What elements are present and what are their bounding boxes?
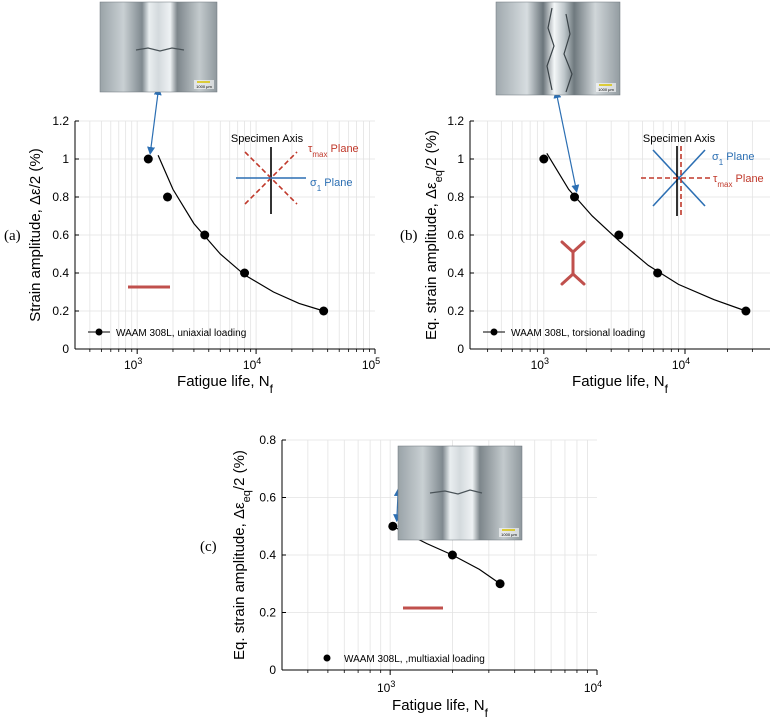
legend-label: WAAM 308L, uniaxial loading bbox=[116, 328, 246, 339]
x-tick-label: 104 bbox=[584, 679, 602, 695]
y-tick-label: 0 bbox=[62, 342, 69, 356]
y-tick-label: 0.4 bbox=[52, 266, 69, 280]
data-point bbox=[240, 268, 250, 278]
specimen-axis-inset: Specimen Axis σ1 Plane τmax Plane bbox=[641, 133, 764, 216]
y-tick-label: 0.8 bbox=[447, 190, 464, 204]
legend: WAAM 308L, ,multiaxial loading bbox=[323, 654, 485, 665]
panel-label: (a) bbox=[4, 228, 21, 244]
tau-plane-label: τmax Plane bbox=[308, 143, 359, 159]
legend: WAAM 308L, uniaxial loading bbox=[88, 328, 246, 339]
data-point bbox=[143, 154, 153, 164]
chart-panel-a: 0 0.2 0.4 0.6 0.8 1 1.2 103 104 105 Fatigue life, … bbox=[4, 87, 380, 396]
y-tick-label: 0.2 bbox=[52, 304, 69, 318]
y-axis-label: Eq. strain amplitude, Δεeq/2 (%) bbox=[231, 450, 253, 660]
sigma-plane-line bbox=[652, 149, 706, 207]
tau-plane-label: τmax Plane bbox=[713, 173, 764, 189]
y-tick-label: 0 bbox=[269, 663, 276, 677]
data-point bbox=[388, 521, 398, 531]
y-tick-label: 0.2 bbox=[259, 606, 276, 620]
chart-panel-c: 0 0.2 0.4 0.6 0.8 103 104 Fatigue life, Nf Eq. s… bbox=[200, 433, 602, 719]
scale-bar-label: 1000 μm bbox=[196, 84, 212, 89]
scale-bar-label: 1000 μm bbox=[598, 87, 614, 92]
y-tick-label: 1 bbox=[62, 152, 69, 166]
x-axis-label: Fatigue life, Nf bbox=[572, 373, 669, 396]
y-tick-label: 0.6 bbox=[52, 228, 69, 242]
micrograph-a bbox=[99, 1, 218, 93]
y-axis-label: Eq. strain amplitude, Δεeq/2 (%) bbox=[423, 130, 445, 340]
x-tick-label: 103 bbox=[377, 679, 395, 695]
data-point bbox=[653, 268, 663, 278]
x-axis-label: Fatigue life, Nf bbox=[392, 697, 489, 719]
y-tick-label: 0.6 bbox=[447, 228, 464, 242]
y-tick-label: 0.4 bbox=[259, 548, 276, 562]
crack-direction-mark bbox=[560, 240, 586, 286]
micrograph-c bbox=[397, 445, 523, 541]
legend: WAAM 308L, torsional loading bbox=[483, 328, 645, 339]
y-tick-label: 0.6 bbox=[259, 491, 276, 505]
x-tick-label: 103 bbox=[124, 356, 142, 372]
legend-label: WAAM 308L, torsional loading bbox=[511, 328, 645, 339]
x-tick-label: 104 bbox=[243, 356, 261, 372]
data-point bbox=[614, 230, 624, 240]
y-tick-label: 1.2 bbox=[52, 114, 69, 128]
y-tick-label: 0.8 bbox=[52, 190, 69, 204]
legend-marker bbox=[95, 328, 103, 336]
legend-marker bbox=[490, 328, 498, 336]
scale-bar-label: 1000 μm bbox=[501, 532, 517, 537]
y-tick-label: 0.8 bbox=[259, 433, 276, 447]
link-arrow bbox=[553, 90, 580, 193]
y-tick-label: 1 bbox=[457, 152, 464, 166]
panel-label: (c) bbox=[200, 539, 217, 555]
data-point bbox=[539, 154, 549, 164]
inset-title: Specimen Axis bbox=[231, 133, 304, 145]
micrograph-b bbox=[495, 1, 621, 96]
y-axis-label: Strain amplitude, Δε/2 (%) bbox=[27, 148, 44, 321]
x-axis-label: Fatigue life, Nf bbox=[177, 373, 274, 396]
legend-label: WAAM 308L, ,multiaxial loading bbox=[344, 654, 485, 665]
inset-title: Specimen Axis bbox=[643, 133, 716, 145]
data-point bbox=[163, 192, 173, 202]
sigma-plane-label: σ1 Plane bbox=[712, 151, 754, 167]
data-point bbox=[741, 306, 751, 316]
x-tick-label: 104 bbox=[672, 356, 690, 372]
data-point bbox=[447, 550, 457, 560]
y-tick-label: 1.2 bbox=[447, 114, 464, 128]
panel-label: (b) bbox=[400, 228, 418, 244]
x-tick-label: 103 bbox=[531, 356, 549, 372]
y-tick-label: 0.4 bbox=[447, 266, 464, 280]
legend-marker bbox=[323, 654, 331, 662]
data-point bbox=[570, 192, 580, 202]
x-tick-label: 105 bbox=[362, 356, 380, 372]
link-arrow bbox=[147, 87, 162, 155]
data-point bbox=[495, 579, 505, 589]
y-tick-label: 0 bbox=[457, 342, 464, 356]
y-tick-label: 0.2 bbox=[447, 304, 464, 318]
sigma-plane-label: σ1 Plane bbox=[310, 177, 352, 193]
specimen-axis-inset: Specimen Axis τmax Plane σ1 Plane bbox=[231, 133, 359, 214]
fit-curve bbox=[157, 154, 324, 312]
data-point bbox=[200, 230, 210, 240]
data-point bbox=[319, 306, 329, 316]
